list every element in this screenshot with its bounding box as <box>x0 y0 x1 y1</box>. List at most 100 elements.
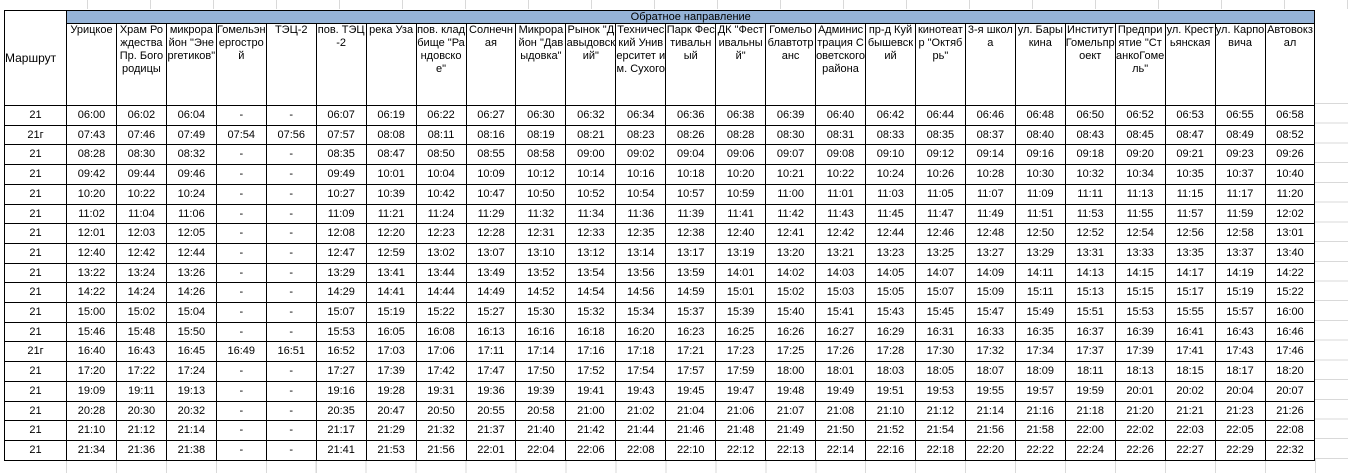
time-cell[interactable]: - <box>215 203 267 225</box>
time-cell[interactable]: 11:45 <box>865 203 916 225</box>
route-cell[interactable]: 21 <box>4 420 67 441</box>
time-cell[interactable]: 17:32 <box>964 341 1016 363</box>
time-cell[interactable]: 06:38 <box>715 105 767 126</box>
route-cell[interactable]: 21 <box>4 164 67 185</box>
time-cell[interactable]: 22:06 <box>565 439 617 461</box>
time-cell[interactable]: 15:01 <box>715 282 767 304</box>
time-cell[interactable]: 16:18 <box>565 321 617 343</box>
time-cell[interactable]: 08:28 <box>66 144 117 166</box>
time-cell[interactable]: 08:23 <box>615 124 667 146</box>
stop-header-1[interactable]: Храм Рождества Пр. Богородицы <box>115 23 167 106</box>
time-cell[interactable]: 13:23 <box>865 242 916 264</box>
time-cell[interactable]: 18:11 <box>1064 361 1116 382</box>
time-cell[interactable]: 16:08 <box>415 321 467 343</box>
time-cell[interactable]: 13:07 <box>465 242 517 264</box>
time-cell[interactable]: 16:41 <box>1164 321 1216 343</box>
time-cell[interactable]: 15:48 <box>115 321 167 343</box>
time-cell[interactable]: 11:21 <box>365 203 417 225</box>
time-cell[interactable]: 06:44 <box>914 105 966 126</box>
time-cell[interactable]: - <box>265 321 317 343</box>
time-cell[interactable]: 18:09 <box>1014 361 1066 382</box>
time-cell[interactable]: 21:08 <box>815 400 866 422</box>
time-cell[interactable]: 12:02 <box>1264 203 1316 225</box>
time-cell[interactable]: - <box>215 164 267 185</box>
time-cell[interactable]: 08:35 <box>315 144 367 166</box>
time-cell[interactable]: 12:44 <box>165 242 217 264</box>
time-cell[interactable]: 06:36 <box>665 105 717 126</box>
stop-header-2[interactable]: микрорайон "Энергетиков" <box>165 23 217 106</box>
time-cell[interactable]: 13:29 <box>315 262 367 284</box>
time-cell[interactable]: 08:30 <box>765 124 817 146</box>
time-cell[interactable]: 18:03 <box>865 361 916 382</box>
time-cell[interactable]: 10:39 <box>365 183 417 205</box>
time-cell[interactable]: 13:59 <box>665 262 717 284</box>
time-cell[interactable]: 14:29 <box>315 282 367 304</box>
stop-header-3[interactable]: Гомельэнергострой <box>215 23 267 106</box>
time-cell[interactable]: 22:12 <box>715 439 767 461</box>
time-cell[interactable]: 06:27 <box>465 105 517 126</box>
time-cell[interactable]: 21:50 <box>815 420 866 441</box>
time-cell[interactable]: 17:21 <box>665 341 717 363</box>
time-cell[interactable]: 08:47 <box>1164 124 1216 146</box>
time-cell[interactable]: 19:16 <box>315 380 367 402</box>
time-cell[interactable]: 07:56 <box>265 124 317 146</box>
time-cell[interactable]: 12:35 <box>615 223 667 244</box>
time-cell[interactable]: 13:17 <box>665 242 717 264</box>
time-cell[interactable]: 21:26 <box>1264 400 1316 422</box>
stop-header-6[interactable]: река Уза <box>365 23 417 106</box>
time-cell[interactable]: - <box>215 282 267 304</box>
time-cell[interactable]: 16:40 <box>66 341 117 363</box>
time-cell[interactable]: 16:20 <box>615 321 667 343</box>
time-cell[interactable]: 15:46 <box>66 321 117 343</box>
time-cell[interactable]: - <box>265 223 317 244</box>
time-cell[interactable]: 12:08 <box>315 223 367 244</box>
time-cell[interactable]: 22:08 <box>615 439 667 461</box>
time-cell[interactable]: 18:01 <box>815 361 866 382</box>
time-cell[interactable]: 13:19 <box>715 242 767 264</box>
time-cell[interactable]: 22:04 <box>515 439 567 461</box>
time-cell[interactable]: 21:06 <box>715 400 767 422</box>
time-cell[interactable]: 06:30 <box>515 105 567 126</box>
time-cell[interactable]: 08:55 <box>465 144 517 166</box>
time-cell[interactable]: 15:04 <box>165 302 217 323</box>
time-cell[interactable]: 16:29 <box>865 321 916 343</box>
time-cell[interactable]: 10:42 <box>415 183 467 205</box>
stop-header-4[interactable]: ТЭЦ-2 <box>265 23 317 106</box>
time-cell[interactable]: 07:54 <box>215 124 267 146</box>
stop-header-14[interactable]: Гомельоблавтотранс <box>765 23 817 106</box>
time-cell[interactable]: 10:14 <box>565 164 617 185</box>
time-cell[interactable]: 11:41 <box>715 203 767 225</box>
time-cell[interactable]: 18:20 <box>1264 361 1316 382</box>
time-cell[interactable]: 21:00 <box>565 400 617 422</box>
time-cell[interactable]: 06:42 <box>865 105 916 126</box>
stop-header-0[interactable]: Урицкое <box>66 23 117 106</box>
time-cell[interactable]: 13:14 <box>615 242 667 264</box>
time-cell[interactable]: 11:09 <box>1014 183 1066 205</box>
time-cell[interactable]: 15:02 <box>115 302 167 323</box>
time-cell[interactable]: 12:52 <box>1064 223 1116 244</box>
time-cell[interactable]: 21:34 <box>66 439 117 461</box>
time-cell[interactable]: 12:59 <box>365 242 417 264</box>
time-cell[interactable]: 17:37 <box>1064 341 1116 363</box>
stop-header-21[interactable]: Предприятие "СтанкоГомель" <box>1114 23 1166 106</box>
time-cell[interactable]: 17:39 <box>365 361 417 382</box>
time-cell[interactable]: 19:41 <box>565 380 617 402</box>
time-cell[interactable]: 18:00 <box>765 361 817 382</box>
time-cell[interactable]: 15:30 <box>515 302 567 323</box>
time-cell[interactable]: 11:01 <box>815 183 866 205</box>
time-cell[interactable]: 14:59 <box>665 282 717 304</box>
time-cell[interactable]: 17:42 <box>415 361 467 382</box>
time-cell[interactable]: - <box>265 400 317 422</box>
time-cell[interactable]: 22:08 <box>1264 420 1316 441</box>
time-cell[interactable]: 20:28 <box>66 400 117 422</box>
time-cell[interactable]: 21:38 <box>165 439 217 461</box>
time-cell[interactable]: 19:45 <box>665 380 717 402</box>
time-cell[interactable]: 15:00 <box>66 302 117 323</box>
time-cell[interactable]: 11:53 <box>1064 203 1116 225</box>
time-cell[interactable]: 13:24 <box>115 262 167 284</box>
time-cell[interactable]: 08:16 <box>465 124 517 146</box>
time-cell[interactable]: 15:40 <box>765 302 817 323</box>
time-cell[interactable]: 14:24 <box>115 282 167 304</box>
time-cell[interactable]: 13:25 <box>914 242 966 264</box>
stop-header-23[interactable]: ул. Карповича <box>1214 23 1266 106</box>
